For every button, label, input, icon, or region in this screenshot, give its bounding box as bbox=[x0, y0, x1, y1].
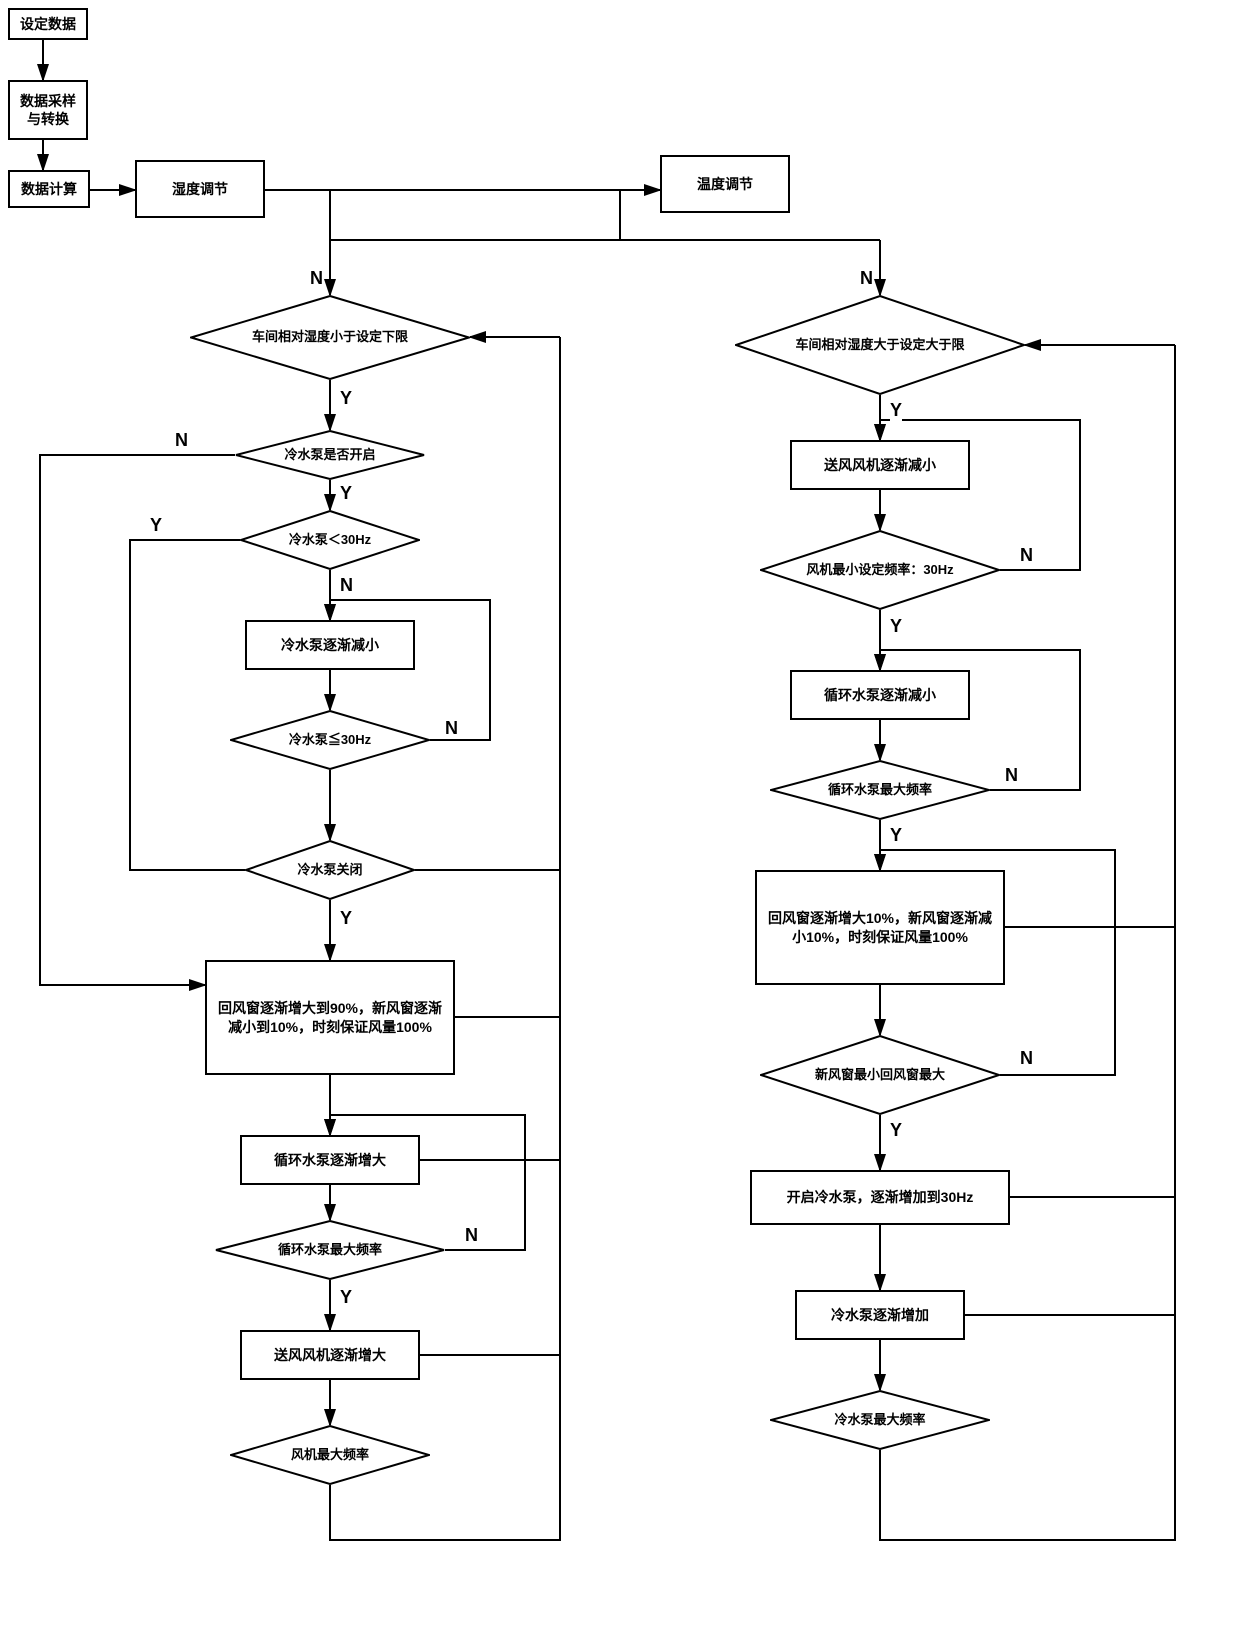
right-p1: 送风风机逐渐减小 bbox=[790, 440, 970, 490]
right-d1: 车间相对湿度大于设定大于限 bbox=[735, 295, 1025, 395]
n: N bbox=[465, 1225, 478, 1246]
y: Y bbox=[890, 400, 902, 421]
left-d1: 车间相对湿度小于设定下限 bbox=[190, 295, 470, 380]
txt: 冷水泵最大频率 bbox=[826, 1412, 933, 1428]
left-d6: 循环水泵最大频率 bbox=[215, 1220, 445, 1280]
y: Y bbox=[340, 908, 352, 929]
right-p3: 回风窗逐渐增大10%，新风窗逐渐减小10%，时刻保证风量100% bbox=[755, 870, 1005, 985]
txt: 冷水泵逐渐增加 bbox=[831, 1306, 929, 1324]
left-d3: 冷水泵＜30Hz bbox=[240, 510, 420, 570]
box-sampling: 数据采样与转换 bbox=[8, 80, 88, 140]
box-humidity-adj: 湿度调节 bbox=[135, 160, 265, 218]
txt: 循环水泵逐渐增大 bbox=[274, 1151, 386, 1169]
txt: 冷水泵＜30Hz bbox=[281, 532, 379, 548]
txt: 开启冷水泵，逐渐增加到30Hz bbox=[787, 1188, 974, 1206]
lbl: 湿度调节 bbox=[172, 180, 228, 198]
lbl: 数据采样与转换 bbox=[14, 92, 82, 128]
n: N bbox=[340, 575, 353, 596]
n: N bbox=[310, 268, 323, 289]
n: N bbox=[1020, 1048, 1033, 1069]
txt: 车间相对湿度小于设定下限 bbox=[244, 329, 416, 345]
left-p3: 循环水泵逐渐增大 bbox=[240, 1135, 420, 1185]
right-p2: 循环水泵逐渐减小 bbox=[790, 670, 970, 720]
txt: 送风风机逐渐减小 bbox=[824, 456, 936, 474]
n: N bbox=[175, 430, 188, 451]
left-d4: 冷水泵≦30Hz bbox=[230, 710, 430, 770]
txt: 循环水泵逐渐减小 bbox=[824, 686, 936, 704]
left-p4: 送风风机逐渐增大 bbox=[240, 1330, 420, 1380]
y: Y bbox=[150, 515, 162, 536]
txt: 风机最大频率 bbox=[283, 1447, 377, 1463]
box-calc: 数据计算 bbox=[8, 170, 90, 208]
txt: 冷水泵是否开启 bbox=[276, 447, 383, 463]
lbl: 设定数据 bbox=[20, 15, 76, 33]
left-p2: 回风窗逐渐增大到90%，新风窗逐渐减小到10%，时刻保证风量100% bbox=[205, 960, 455, 1075]
txt: 车间相对湿度大于设定大于限 bbox=[787, 337, 972, 353]
right-d5: 冷水泵最大频率 bbox=[770, 1390, 990, 1450]
left-p1: 冷水泵逐渐减小 bbox=[245, 620, 415, 670]
right-d3: 循环水泵最大频率 bbox=[770, 760, 990, 820]
right-d4: 新风窗最小回风窗最大 bbox=[760, 1035, 1000, 1115]
left-d2: 冷水泵是否开启 bbox=[235, 430, 425, 480]
n: N bbox=[445, 718, 458, 739]
y: Y bbox=[340, 1287, 352, 1308]
n: N bbox=[1020, 545, 1033, 566]
left-d7: 风机最大频率 bbox=[230, 1425, 430, 1485]
box-temp-adj: 温度调节 bbox=[660, 155, 790, 213]
txt: 冷水泵关闭 bbox=[289, 862, 370, 878]
right-d2: 风机最小设定频率：30Hz bbox=[760, 530, 1000, 610]
y: Y bbox=[340, 388, 352, 409]
txt: 冷水泵逐渐减小 bbox=[281, 636, 379, 654]
n: N bbox=[1005, 765, 1018, 786]
txt: 冷水泵≦30Hz bbox=[281, 732, 379, 748]
txt: 送风风机逐渐增大 bbox=[274, 1346, 386, 1364]
left-d5: 冷水泵关闭 bbox=[245, 840, 415, 900]
right-p4: 开启冷水泵，逐渐增加到30Hz bbox=[750, 1170, 1010, 1225]
txt: 风机最小设定频率：30Hz bbox=[798, 562, 961, 578]
n: N bbox=[860, 268, 873, 289]
y: Y bbox=[890, 616, 902, 637]
txt: 新风窗最小回风窗最大 bbox=[807, 1067, 953, 1083]
lbl: 数据计算 bbox=[21, 180, 77, 198]
txt: 回风窗逐渐增大10%，新风窗逐渐减小10%，时刻保证风量100% bbox=[761, 909, 999, 945]
txt: 循环水泵最大频率 bbox=[270, 1242, 390, 1258]
txt: 循环水泵最大频率 bbox=[820, 782, 940, 798]
lbl: 温度调节 bbox=[697, 175, 753, 193]
y: Y bbox=[340, 483, 352, 504]
right-p5: 冷水泵逐渐增加 bbox=[795, 1290, 965, 1340]
txt: 回风窗逐渐增大到90%，新风窗逐渐减小到10%，时刻保证风量100% bbox=[211, 999, 449, 1035]
y: Y bbox=[890, 1120, 902, 1141]
y: Y bbox=[890, 825, 902, 846]
box-set-data: 设定数据 bbox=[8, 8, 88, 40]
